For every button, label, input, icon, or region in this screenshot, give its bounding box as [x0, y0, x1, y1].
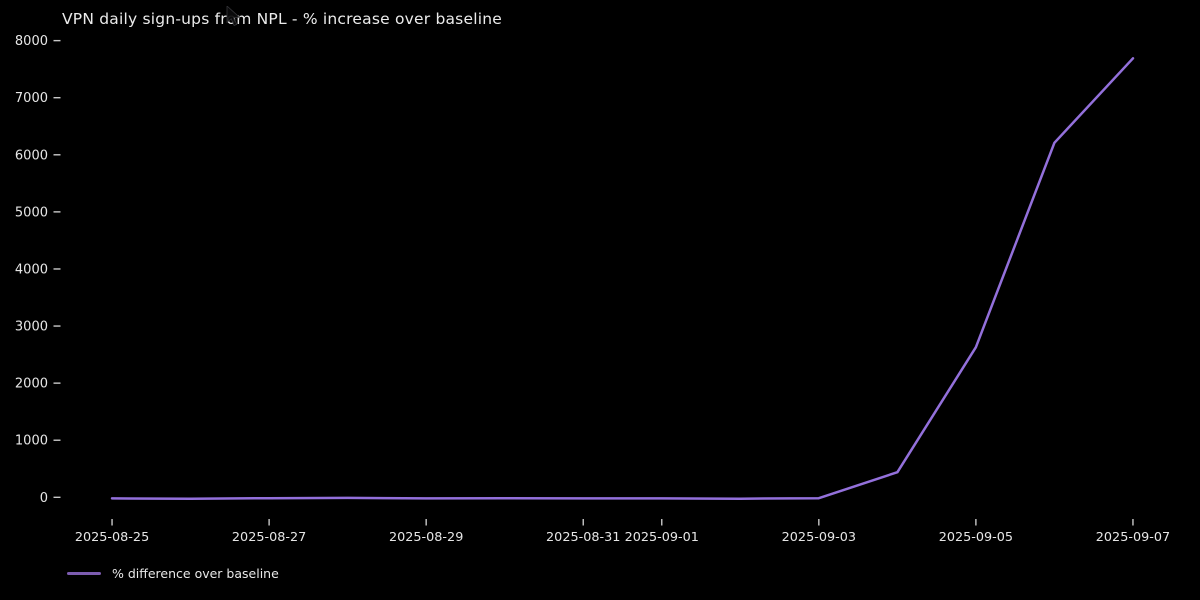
x-tick-label: 2025-09-05 — [939, 530, 1013, 545]
y-tick-label: 3000 — [15, 320, 48, 335]
y-tick-label: 8000 — [15, 34, 48, 49]
y-tick-label: 0 — [40, 491, 48, 506]
x-tick-label: 2025-09-01 — [625, 530, 699, 545]
x-tick-label: 2025-08-25 — [75, 530, 149, 545]
x-tick-label: 2025-08-31 — [546, 530, 620, 545]
legend-label: % difference over baseline — [112, 566, 279, 581]
x-tick-label: 2025-08-29 — [389, 530, 463, 545]
chart-title: VPN daily sign-ups from NPL - % increase… — [62, 10, 502, 28]
x-tick-label: 2025-09-07 — [1096, 530, 1170, 545]
x-tick-label: 2025-08-27 — [232, 530, 306, 545]
x-tick-label: 2025-09-03 — [782, 530, 856, 545]
mouse-cursor-icon — [226, 5, 241, 27]
y-tick-label: 1000 — [15, 434, 48, 449]
y-tick-label: 2000 — [15, 377, 48, 392]
y-tick-label: 7000 — [15, 91, 48, 106]
series-line — [110, 57, 1135, 500]
legend-line-swatch — [67, 572, 101, 575]
y-tick-label: 4000 — [15, 262, 48, 277]
y-tick-label: 5000 — [15, 205, 48, 220]
y-tick-label: 6000 — [15, 148, 48, 163]
legend: % difference over baseline — [67, 566, 279, 581]
